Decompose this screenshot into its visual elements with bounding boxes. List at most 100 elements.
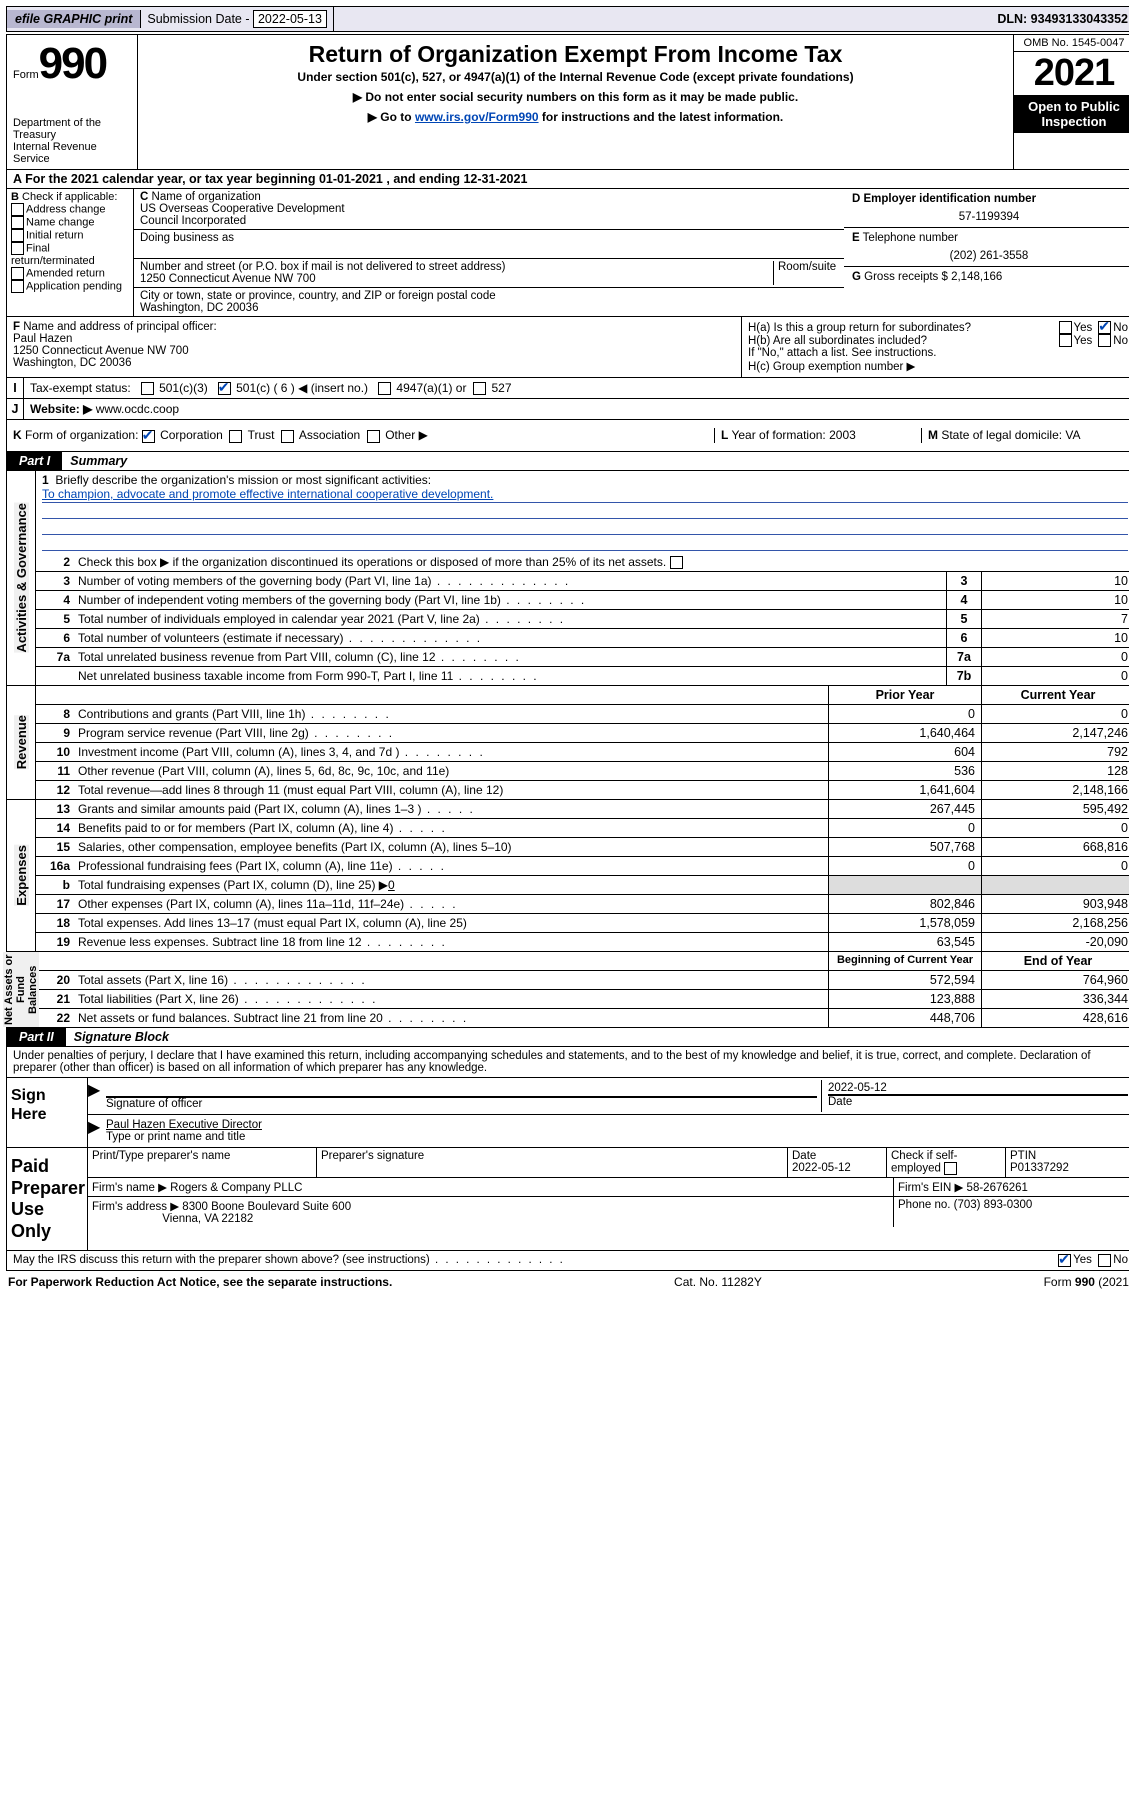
corp-checkbox[interactable] — [142, 430, 155, 443]
dln: DLN: 93493133043352 — [991, 9, 1129, 29]
form-title: Return of Organization Exempt From Incom… — [148, 41, 1003, 68]
firm-name-label: Firm's name ▶ — [92, 1182, 167, 1194]
sig-date-label: Date — [828, 1096, 1128, 1108]
c-column: C Name of organization US Overseas Coope… — [134, 189, 844, 316]
assoc-checkbox[interactable] — [281, 430, 294, 443]
gross-label: Gross receipts $ — [864, 271, 948, 283]
part1-title: Summary — [62, 452, 135, 470]
end-head: End of Year — [981, 952, 1129, 970]
q19: Revenue less expenses. Subtract line 18 … — [74, 933, 828, 951]
ha-yes-checkbox[interactable] — [1059, 321, 1072, 334]
k-label: Form of organization: — [25, 428, 138, 442]
sign-here-label: Sign Here — [7, 1078, 88, 1147]
current-head: Current Year — [981, 686, 1129, 704]
name-change-checkbox[interactable] — [11, 216, 24, 229]
footer: For Paperwork Reduction Act Notice, see … — [6, 1271, 1129, 1293]
mission-text[interactable]: To champion, advocate and promote effect… — [42, 487, 493, 501]
pp-date-label: Date — [792, 1150, 816, 1162]
irs-link[interactable]: www.irs.gov/Form990 — [415, 110, 539, 124]
q20: Total assets (Part X, line 16) — [74, 971, 828, 989]
f-column: F Name and address of principal officer:… — [7, 317, 742, 377]
hb-yes-checkbox[interactable] — [1059, 334, 1072, 347]
ha-yes: Yes — [1074, 322, 1093, 334]
trust-checkbox[interactable] — [229, 430, 242, 443]
q17: Other expenses (Part IX, column (A), lin… — [74, 895, 828, 913]
period-label-a: A — [13, 172, 22, 186]
dln-label: DLN: — [997, 12, 1027, 26]
i-label: I — [7, 378, 24, 398]
pp-sig-label: Preparer's signature — [317, 1148, 788, 1177]
act-gov-label: Activities & Governance — [14, 503, 29, 653]
c9: 2,147,246 — [981, 724, 1129, 742]
c10: 792 — [981, 743, 1129, 761]
firm-ein: 58-2676261 — [967, 1182, 1028, 1194]
ha-no-checkbox[interactable] — [1098, 321, 1111, 334]
discuss-yes-checkbox[interactable] — [1058, 1254, 1071, 1267]
omb-number: OMB No. 1545-0047 — [1014, 35, 1129, 52]
officer-addr2: Washington, DC 20036 — [13, 357, 735, 369]
q14: Benefits paid to or for members (Part IX… — [74, 819, 828, 837]
q12: Total revenue—add lines 8 through 11 (mu… — [74, 781, 828, 799]
year-block: OMB No. 1545-0047 2021 Open to Public In… — [1013, 35, 1129, 169]
street-value: 1250 Connecticut Avenue NW 700 — [140, 273, 769, 285]
q5: Total number of individuals employed in … — [74, 610, 946, 628]
footer-right-post: (2021) — [1095, 1275, 1129, 1289]
a1-checkbox[interactable] — [378, 382, 391, 395]
discuss-no-checkbox[interactable] — [1098, 1254, 1111, 1267]
revenue-block: Revenue Prior YearCurrent Year 8Contribu… — [6, 686, 1129, 800]
self-employed-checkbox[interactable] — [944, 1162, 957, 1175]
amended-checkbox[interactable] — [11, 267, 24, 280]
app-pending-label: Application pending — [26, 280, 122, 292]
sig-officer-label: Signature of officer — [106, 1098, 817, 1110]
ein-value: 57-1199394 — [852, 211, 1126, 223]
i-row: I Tax-exempt status: 501(c)(3) 501(c) ( … — [6, 378, 1129, 399]
527-label: 527 — [491, 381, 511, 395]
f-label: Name and address of principal officer: — [23, 321, 216, 333]
c19: -20,090 — [981, 933, 1129, 951]
q4: Number of independent voting members of … — [74, 591, 946, 609]
c-checkbox[interactable] — [218, 382, 231, 395]
q3: Number of voting members of the governin… — [74, 572, 946, 590]
c22: 428,616 — [981, 1009, 1129, 1027]
527-checkbox[interactable] — [473, 382, 486, 395]
p15: 507,768 — [828, 838, 981, 856]
c18: 2,168,256 — [981, 914, 1129, 932]
a1-label: 4947(a)(1) or — [396, 381, 466, 395]
c-label: 501(c) ( 6 ) ◀ (insert no.) — [236, 381, 368, 395]
p21: 123,888 — [828, 990, 981, 1008]
q7b: Net unrelated business taxable income fr… — [74, 667, 946, 685]
initial-checkbox[interactable] — [11, 229, 24, 242]
form-number-block: Form990 Department of the Treasury Inter… — [7, 35, 138, 169]
ptin-label: PTIN — [1010, 1150, 1036, 1162]
discuss-no: No — [1113, 1254, 1128, 1267]
efile-print-button[interactable]: efile GRAPHIC print — [7, 10, 141, 28]
part2-title: Signature Block — [66, 1028, 177, 1046]
footer-left: For Paperwork Reduction Act Notice, see … — [8, 1275, 392, 1289]
prior-head: Prior Year — [828, 686, 981, 704]
q2-checkbox[interactable] — [670, 556, 683, 569]
p8: 0 — [828, 705, 981, 723]
p18: 1,578,059 — [828, 914, 981, 932]
addr-change-checkbox[interactable] — [11, 203, 24, 216]
final-checkbox[interactable] — [11, 242, 24, 255]
app-pending-checkbox[interactable] — [11, 280, 24, 293]
name-title-label: Type or print name and title — [106, 1131, 1129, 1143]
footer-right-form: 990 — [1075, 1275, 1095, 1289]
city-value: Washington, DC 20036 — [140, 302, 838, 314]
org-name-1: US Overseas Cooperative Development — [140, 203, 838, 215]
hb-no-checkbox[interactable] — [1098, 334, 1111, 347]
open-inspection: Open to Public Inspection — [1014, 95, 1129, 133]
ein-label: Employer identification number — [864, 193, 1037, 205]
q1-label: Briefly describe the organization's miss… — [55, 473, 431, 487]
arrow-icon-2: ▶ — [88, 1117, 102, 1145]
declaration-text: Under penalties of perjury, I declare th… — [7, 1047, 1129, 1077]
v7b: 0 — [981, 667, 1129, 685]
q10: Investment income (Part VIII, column (A)… — [74, 743, 828, 761]
name-change-label: Name change — [26, 216, 95, 228]
phone-value: (202) 261-3558 — [852, 250, 1126, 262]
c3-checkbox[interactable] — [141, 382, 154, 395]
other-checkbox[interactable] — [367, 430, 380, 443]
pp-date-value: 2022-05-12 — [792, 1162, 851, 1174]
i-content: Tax-exempt status: 501(c)(3) 501(c) ( 6 … — [24, 378, 1129, 398]
website-label: Website: ▶ — [30, 402, 92, 416]
